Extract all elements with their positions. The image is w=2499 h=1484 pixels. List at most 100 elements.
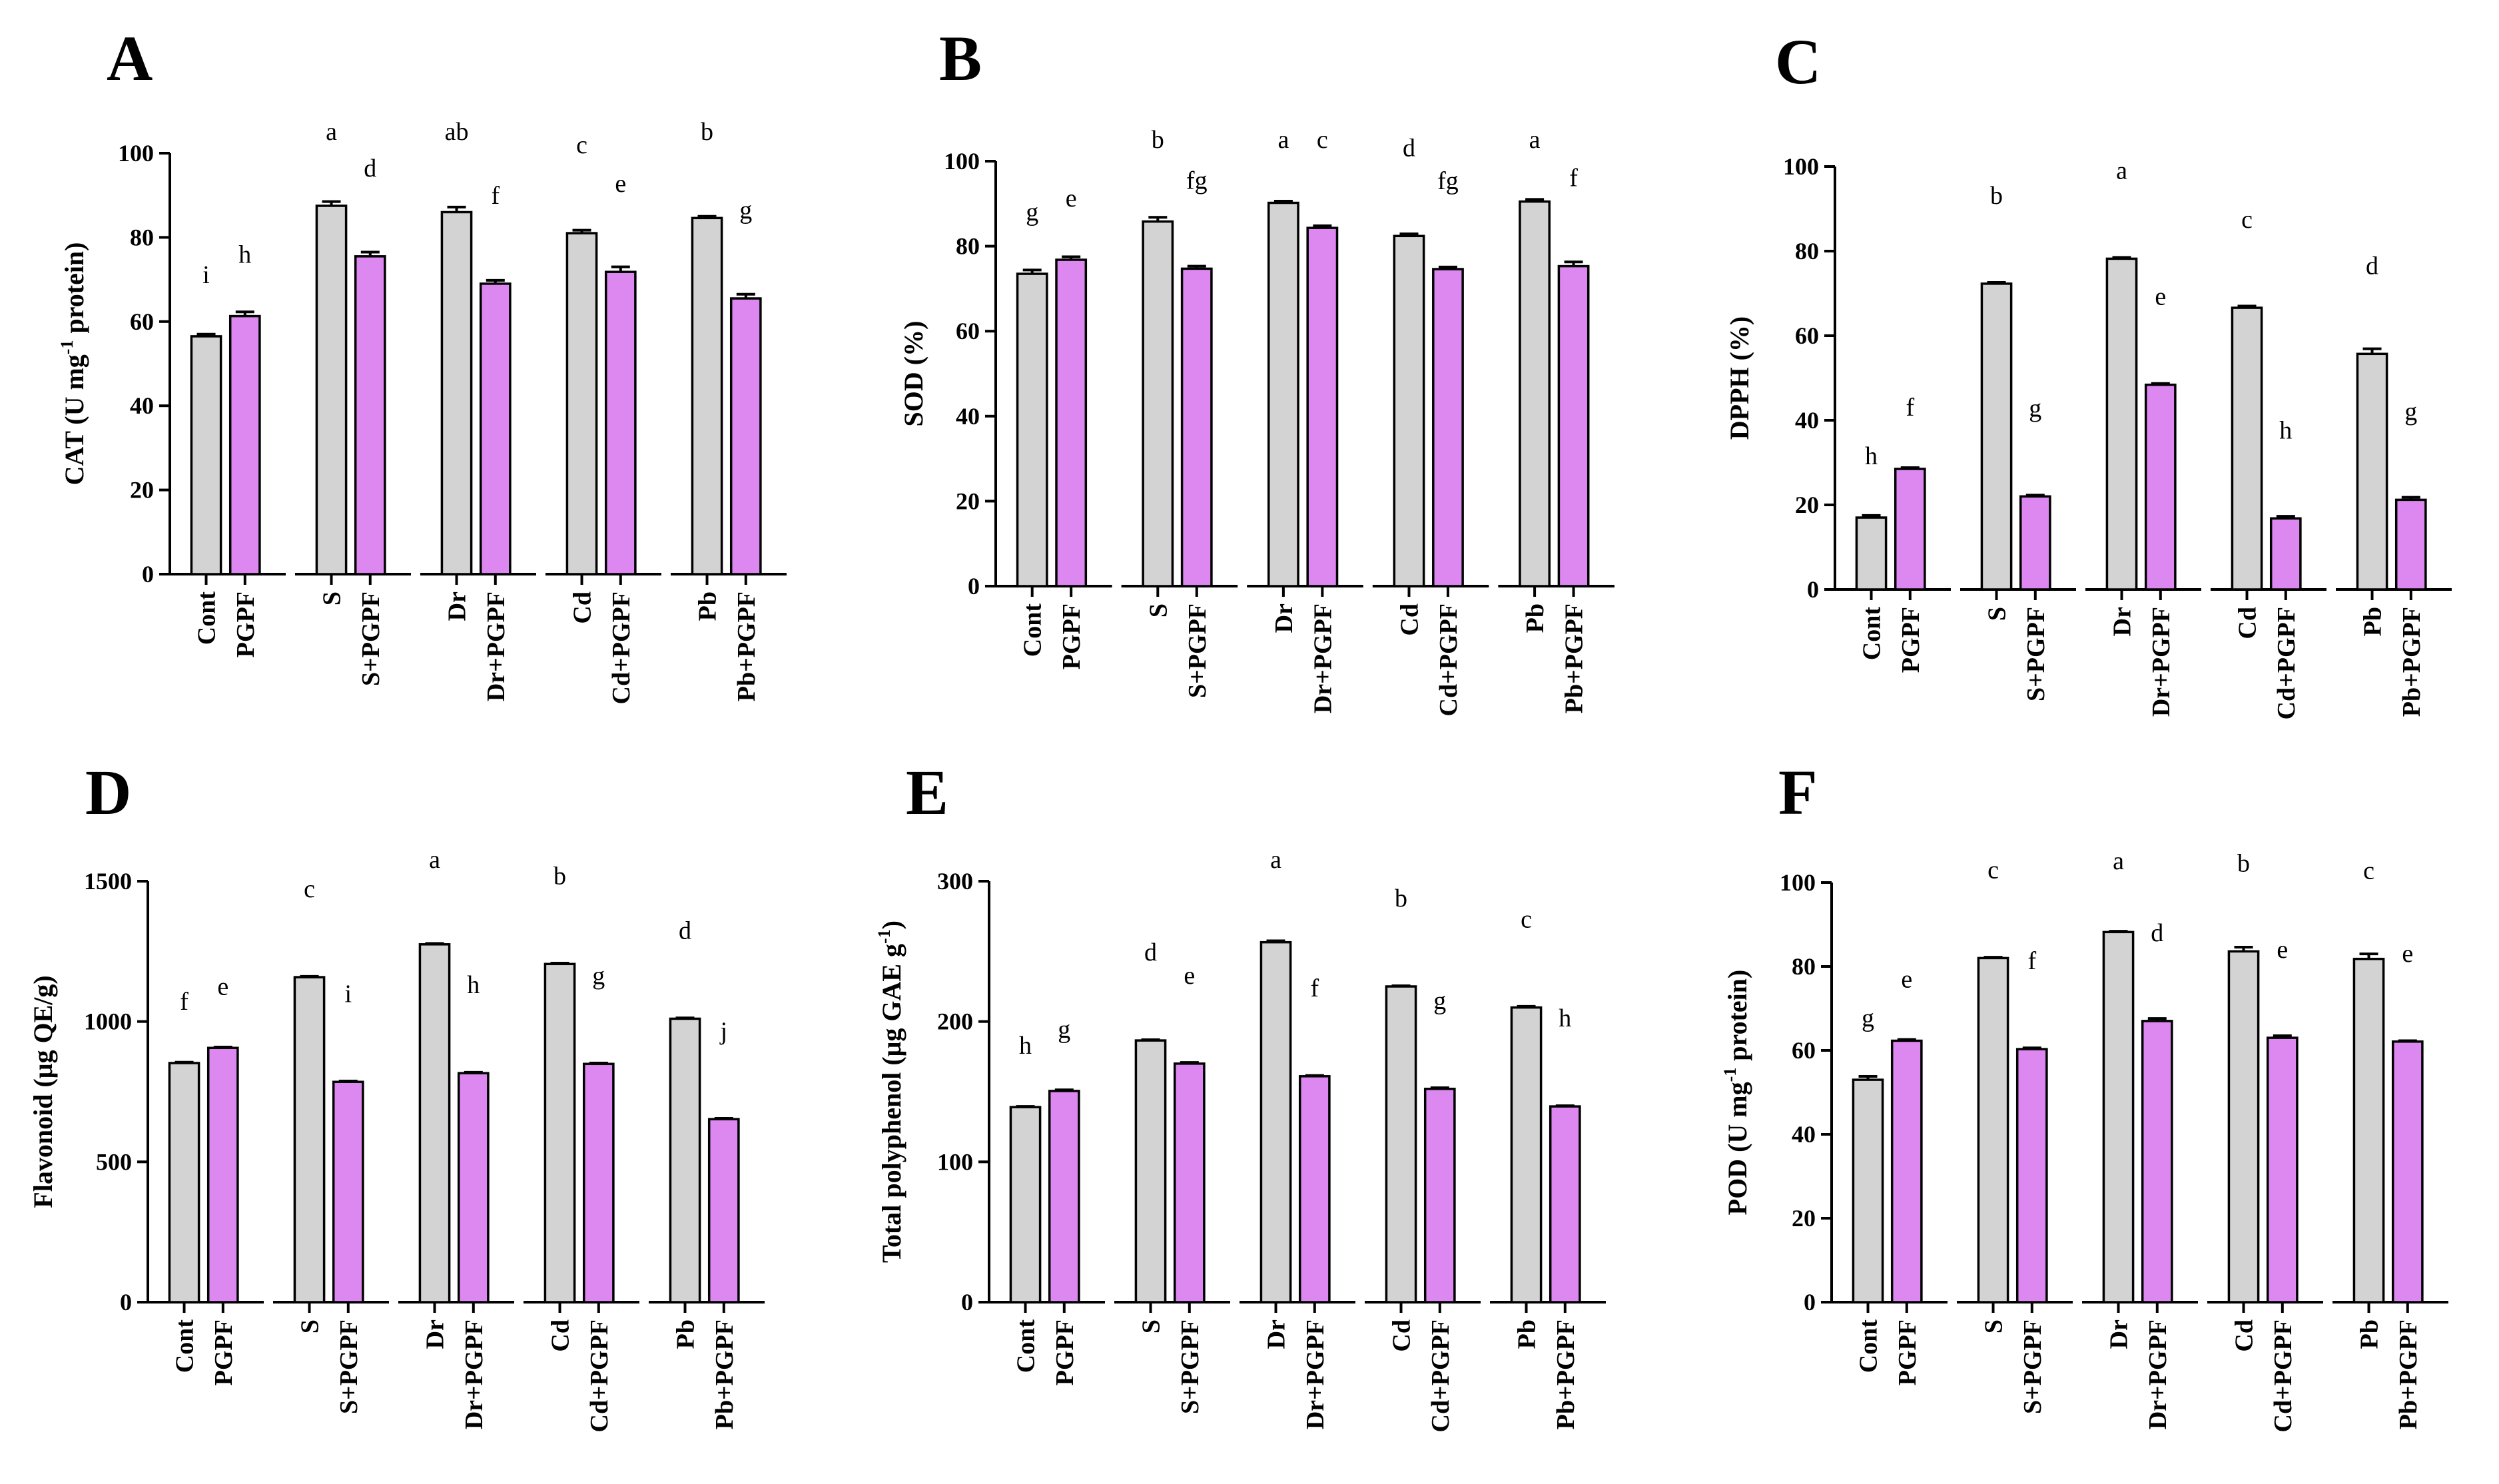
bar-dr-pgpf — [1306, 226, 1339, 587]
x-tick-label: Cont — [171, 1319, 199, 1373]
bar-cd-pgpf — [1423, 1088, 1456, 1303]
significance-letter: a — [1270, 846, 1281, 874]
y-tick-label: 0 — [1807, 576, 1819, 603]
x-tick-label: S+PGPF — [1184, 603, 1212, 698]
x-tick-label: S+PGPF — [2022, 607, 2050, 701]
panel-letter: B — [939, 23, 982, 94]
bar-dr — [1259, 940, 1292, 1303]
y-tick-label: 0 — [120, 1289, 132, 1315]
significance-letter: f — [1310, 974, 1319, 1002]
x-tick-label: Dr — [2105, 1319, 2133, 1349]
y-axis-label-superscript: -1 — [57, 340, 77, 355]
x-tick-label: Dr+PGPF — [460, 1319, 488, 1429]
y-axis-label: SOD (%) — [898, 321, 928, 427]
y-tick-label: 20 — [1792, 1205, 1816, 1232]
y-tick-label: 20 — [956, 488, 980, 514]
bar-s-pgpf — [1180, 267, 1213, 587]
significance-letter: c — [1987, 856, 1999, 884]
y-axis-label-tail: protein) — [1722, 970, 1752, 1068]
significance-letter: a — [326, 118, 337, 146]
x-tick-label: S+PGPF — [335, 1319, 363, 1414]
bar-cd — [2227, 950, 2260, 1303]
x-tick-label: S — [1980, 1319, 2008, 1333]
y-tick-label: 100 — [937, 1148, 973, 1175]
bar-pgpf — [1894, 468, 1926, 591]
bar-s — [1980, 282, 2013, 591]
bar-cd-pgpf — [1432, 268, 1464, 587]
significance-letter: c — [2363, 857, 2374, 885]
y-tick-label: 80 — [1795, 238, 1819, 264]
x-tick-label: Cd+PGPF — [1427, 1319, 1455, 1432]
bar-cont — [190, 335, 222, 575]
y-tick-label: 1500 — [84, 868, 132, 895]
y-axis-label-main: SOD (%) — [898, 321, 928, 427]
significance-letter: f — [491, 182, 500, 210]
x-tick-label: Pb+PGPF — [733, 591, 761, 701]
x-tick-label: Cd — [2231, 1319, 2259, 1352]
x-tick-label: Cd — [2234, 607, 2262, 639]
bar-pgpf — [1055, 258, 1088, 587]
significance-letter: h — [1865, 442, 1878, 470]
x-tick-label: PGPF — [1897, 607, 1925, 673]
x-tick-label: Dr — [2109, 607, 2137, 636]
x-tick-label: Dr+PGPF — [2144, 1319, 2172, 1429]
y-axis-label-superscript: -1 — [875, 929, 894, 944]
x-tick-label: PGPF — [210, 1319, 238, 1385]
x-tick-label: Dr+PGPF — [482, 591, 510, 701]
significance-letter: h — [1019, 1032, 1032, 1060]
bar-s — [1142, 220, 1174, 587]
y-tick-label: 0 — [968, 573, 980, 599]
significance-letter: a — [2113, 847, 2124, 875]
bar-cd-pgpf — [582, 1062, 615, 1303]
significance-letter: g — [1862, 1004, 1874, 1032]
y-axis-label-tail: ) — [877, 921, 906, 929]
y-axis-label-main: Total polyphenol (μg GAE g — [877, 944, 906, 1263]
bar-s — [315, 204, 348, 575]
significance-letter: b — [1990, 182, 2003, 210]
bar-cd — [2231, 306, 2263, 591]
panel-f: F 0 20 40 60 80 100 POD (U mg-1 protein) Cont g PG… — [1720, 757, 2448, 1432]
y-tick-label: 0 — [142, 561, 154, 587]
bar-dr-pgpf — [479, 282, 512, 575]
x-tick-label: Cont — [1012, 1319, 1040, 1373]
bar-pb — [691, 216, 723, 575]
y-tick-label: 40 — [1795, 407, 1819, 434]
significance-letter: g — [1026, 198, 1038, 226]
x-tick-label: Pb+PGPF — [1561, 603, 1589, 713]
y-tick-label: 0 — [961, 1289, 973, 1315]
y-tick-label: 0 — [1804, 1289, 1816, 1315]
significance-letter: g — [592, 962, 605, 990]
bar-pb-pgpf — [1557, 264, 1590, 587]
significance-letter: h — [238, 241, 251, 269]
y-tick-label: 80 — [130, 224, 154, 250]
significance-letter: d — [2366, 252, 2378, 280]
bar-pb-pgpf — [729, 297, 762, 575]
significance-letter: b — [1395, 885, 1407, 913]
y-axis-label-main: DPPH (%) — [1724, 316, 1754, 440]
y-tick-label: 40 — [1792, 1121, 1816, 1148]
panel-b: B 0 20 40 60 80 100 SOD (%) Cont g PGPF e Sb S+PGPF fg… — [898, 23, 1614, 716]
bar-s-pgpf — [1173, 1062, 1206, 1303]
y-axis-label: DPPH (%) — [1724, 316, 1754, 440]
significance-letter: d — [679, 917, 691, 944]
x-tick-label: PGPF — [232, 591, 260, 657]
significance-letter: e — [1066, 185, 1077, 212]
y-tick-label: 20 — [1795, 492, 1819, 518]
y-tick-label: 40 — [956, 403, 980, 430]
y-tick-label: 100 — [1780, 869, 1816, 896]
panel-c: C 0 20 40 60 80 100 DPPH (%) Cont h PGPF f Sb S+PGPF g… — [1724, 26, 2452, 719]
y-tick-label: 500 — [96, 1148, 132, 1175]
bar-cd-pgpf — [604, 270, 637, 575]
significance-letter: j — [719, 1017, 728, 1045]
bar-pb — [1519, 200, 1551, 587]
bar-pb-pgpf — [2394, 498, 2427, 591]
significance-letter: h — [467, 971, 480, 999]
bar-s — [1134, 1039, 1167, 1303]
x-tick-label: Dr+PGPF — [1309, 603, 1337, 713]
bar-s-pgpf — [332, 1080, 364, 1303]
bar-cd — [1385, 985, 1417, 1303]
bar-pb-pgpf — [1549, 1105, 1581, 1303]
bar-cd — [543, 962, 576, 1303]
panel-letter: E — [906, 757, 948, 828]
x-tick-label: Pb — [2356, 1319, 2384, 1349]
